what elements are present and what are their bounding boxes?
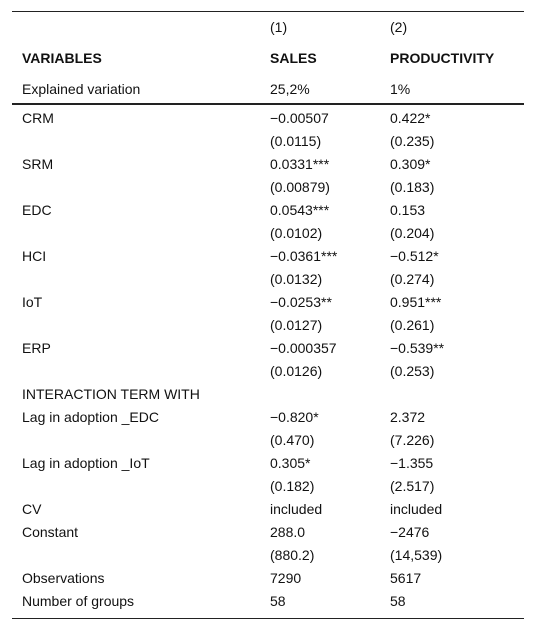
row-label: CRM — [22, 110, 54, 126]
sales-value: −0.0361*** — [270, 248, 338, 264]
sales-value: (0.0126) — [270, 363, 323, 379]
sales-value: 0.305* — [270, 455, 311, 471]
productivity-value: (0.235) — [390, 133, 435, 149]
sales-value: (0.0115) — [270, 133, 322, 149]
productivity-value: included — [390, 501, 443, 517]
header-rule — [12, 103, 524, 105]
productivity-value: 0.422* — [390, 110, 431, 126]
productivity-value: (0.204) — [390, 225, 435, 241]
sales-value: (880.2) — [270, 547, 315, 563]
sales-value: (0.470) — [270, 432, 315, 448]
sales-value: (0.182) — [270, 478, 315, 494]
productivity-value: −0.512* — [390, 248, 439, 264]
row-label: Lag in adoption _IoT — [22, 455, 150, 471]
row-label: IoT — [22, 294, 43, 310]
productivity-value: (0.261) — [390, 317, 435, 333]
top-rule — [12, 11, 524, 12]
row-label: Explained variation — [22, 81, 141, 97]
explained-value: 1% — [390, 81, 411, 97]
productivity-value: −1.355 — [390, 455, 434, 471]
row-label: CV — [22, 501, 42, 517]
sales-value: 58 — [270, 593, 286, 609]
column-header: PRODUCTIVITY — [390, 50, 495, 66]
sales-value: (0.00879) — [270, 179, 330, 195]
productivity-value: 0.951*** — [390, 294, 442, 310]
productivity-value: (14,539) — [390, 547, 443, 563]
productivity-value: 5617 — [390, 570, 422, 586]
sales-value: −0.0253** — [270, 294, 332, 310]
bottom-rule — [12, 618, 524, 619]
sales-value: −0.820* — [270, 409, 319, 425]
row-label: HCI — [22, 248, 47, 264]
column-number: (1) — [270, 19, 288, 35]
sales-value: 7290 — [270, 570, 302, 586]
productivity-value: −2476 — [390, 524, 430, 540]
column-number: (2) — [390, 19, 408, 35]
productivity-value: 0.153 — [390, 202, 426, 218]
productivity-value: (0.274) — [390, 271, 435, 287]
row-label: Lag in adoption _EDC — [22, 409, 159, 425]
sales-value: (0.0127) — [270, 317, 323, 333]
explained-value: 25,2% — [270, 81, 310, 97]
row-label: EDC — [22, 202, 52, 218]
sales-value: (0.0132) — [270, 271, 323, 287]
sales-value: 288.0 — [270, 524, 306, 540]
productivity-value: (7.226) — [390, 432, 435, 448]
productivity-value: (2.517) — [390, 478, 435, 494]
row-label: SRM — [22, 156, 54, 172]
row-label: ERP — [22, 340, 51, 356]
productivity-value: 58 — [390, 593, 406, 609]
productivity-value: 2.372 — [390, 409, 426, 425]
row-label: Number of groups — [22, 593, 135, 609]
productivity-value: (0.183) — [390, 179, 435, 195]
sales-value: −0.00507 — [270, 110, 329, 126]
variables-label: VARIABLES — [22, 50, 102, 66]
row-label: Constant — [22, 524, 79, 540]
sales-value: (0.0102) — [270, 225, 323, 241]
row-label: Observations — [22, 570, 105, 586]
sales-value: −0.000357 — [270, 340, 337, 356]
sales-value: included — [270, 501, 323, 517]
sales-value: 0.0543*** — [270, 202, 330, 218]
row-label: INTERACTION TERM WITH — [22, 386, 200, 402]
productivity-value: (0.253) — [390, 363, 435, 379]
productivity-value: −0.539** — [390, 340, 445, 356]
sales-value: 0.0331*** — [270, 156, 330, 172]
column-header: SALES — [270, 50, 317, 66]
productivity-value: 0.309* — [390, 156, 431, 172]
